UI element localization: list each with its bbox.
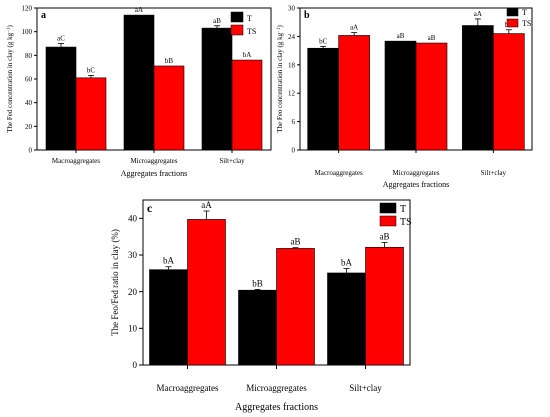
panel-a-x-tick-label: Macroaggregates (52, 157, 100, 165)
panel-a-bar-ts-macroaggregates (75, 77, 107, 151)
panel-a-significance-label: aA (135, 6, 143, 14)
panel-c-y-tick-label: 40 (128, 213, 138, 223)
panel-c-significance-label: bA (341, 258, 353, 268)
panel-c-legend-label-t: T (400, 204, 406, 215)
panel-b-panel-letter: b (304, 10, 310, 21)
panel-b-significance-label: aA (474, 10, 482, 18)
panel-a-legend-swatch-ts (230, 24, 244, 36)
panel-a-significance-label: aC (57, 35, 65, 43)
panel-c-panel-letter: c (147, 201, 153, 215)
panel-b-y-tick-label: 24 (288, 33, 296, 41)
panel-c-bar-t-siltclay (327, 272, 366, 366)
panel-b-legend-swatch-ts (506, 18, 519, 28)
panel-b-feo-chart: 0 6 12 18 24 30 Macroaggregates bC aA Microaggreg… (276, 4, 533, 189)
panel-a-y-tick-label: 120 (22, 4, 33, 12)
panel-a-significance-label: aB (213, 17, 221, 25)
panel-a-panel-letter: a (41, 10, 46, 21)
panel-c-ratio-chart: 0 10 20 30 40 Macroaggregates bA aA Microaggrega… (110, 199, 412, 413)
panel-c-significance-label: bA (163, 256, 175, 266)
panel-c-x-tick-label: Microaggregates (246, 383, 307, 393)
panel-b-bar-ts-macroaggregates (338, 35, 370, 151)
panel-c-bar-t-microaggregates (238, 289, 277, 366)
panel-a-significance-label: bA (243, 51, 252, 59)
panel-a-y-tick-label: 60 (25, 75, 33, 83)
panel-a-bar-ts-siltclay (231, 59, 263, 151)
panel-b-y-tick-label: 30 (288, 4, 296, 12)
panel-c-y-tick-label: 30 (128, 250, 138, 260)
panel-b-x-axis-title: Aggregates fractions (383, 180, 449, 189)
panel-a-legend-label-ts: TS (247, 27, 256, 36)
panel-b-legend-label-t: T (522, 8, 527, 17)
panel-c-bar-ts-siltclay (365, 247, 404, 366)
panel-b-bar-t-microaggregates (384, 40, 417, 151)
panel-a-y-axis-title: The Fed concentration in clay (g kg−1) (6, 25, 14, 133)
panel-c-significance-label: aB (380, 232, 390, 242)
panel-b-y-tick-label: 6 (292, 118, 296, 126)
panel-c-significance-label: aA (201, 200, 212, 210)
panel-a-legend-swatch-t (230, 11, 244, 23)
panel-b-x-tick-label: Silt+clay (481, 169, 507, 177)
panel-c-y-tick-label: 20 (128, 287, 138, 297)
panel-b-legend-swatch-t (506, 7, 519, 17)
panel-a-significance-label: bC (87, 66, 96, 74)
panel-b-bar-t-siltclay (462, 25, 494, 151)
panel-b-significance-label: aB (428, 34, 436, 42)
panel-c-bar-ts-microaggregates (276, 248, 315, 366)
panel-c-x-tick-label: Macroaggregates (157, 383, 219, 393)
panel-b-x-tick-label: Microaggregates (392, 169, 439, 177)
panel-a-y-tick-label: 0 (29, 146, 33, 154)
panel-c-legend-swatch-ts (379, 215, 397, 227)
panel-a-y-tick-label: 80 (25, 52, 33, 60)
panel-c-bar-t-macroaggregates (149, 269, 188, 366)
panel-a-bar-t-microaggregates (123, 14, 155, 151)
panel-c-legend-swatch-t (379, 202, 397, 214)
panel-c-legend-label-ts: TS (400, 217, 412, 228)
panel-a-y-tick-label: 20 (25, 123, 33, 131)
panel-a-legend-label-t: T (247, 14, 252, 23)
panel-c-bar-ts-macroaggregates (187, 219, 226, 366)
panel-b-legend-label-ts: TS (522, 19, 531, 28)
panel-a-bar-t-macroaggregates (45, 46, 77, 151)
panel-b-x-tick-label: Macroaggregates (315, 169, 363, 177)
panel-c-x-tick-label: Silt+clay (349, 383, 382, 393)
panel-a-x-tick-label: Silt+clay (219, 157, 245, 165)
panel-a-x-axis-title: Aggregates fractions (121, 169, 187, 178)
panel-b-significance-label: bC (319, 37, 328, 45)
panel-b-y-tick-label: 18 (288, 61, 296, 69)
panel-b-bar-ts-microaggregates (415, 42, 448, 151)
panel-b-bar-t-macroaggregates (307, 47, 339, 151)
panel-a-bar-t-siltclay (201, 27, 233, 151)
panel-c-significance-label: aB (291, 237, 301, 247)
panel-a-x-tick-label: Microaggregates (130, 157, 177, 165)
panel-b-bar-ts-siltclay (493, 33, 525, 151)
panel-c-significance-label: bB (252, 278, 263, 288)
panel-b-y-axis-title: The Feo concentration in clay (g kg−1) (276, 25, 284, 133)
panel-b-significance-label: aB (397, 32, 405, 40)
panel-a-bar-ts-microaggregates (153, 65, 185, 151)
panel-a-significance-label: bB (165, 57, 174, 65)
panel-c-x-axis-title: Aggregates fractions (235, 402, 318, 413)
panel-b-y-tick-label: 0 (292, 146, 296, 154)
panel-c-y-axis-title: The Feo/Fed ratio in clay (%) (110, 229, 120, 336)
panel-a-fed-chart: 0 20 40 60 80 100 120 Macroaggregates aC bC Microa… (6, 4, 272, 178)
panel-b-y-tick-label: 12 (288, 90, 296, 98)
panel-a-y-tick-label: 40 (25, 99, 33, 107)
panel-c-y-tick-label: 0 (133, 360, 138, 370)
panel-b-significance-label: aA (350, 24, 358, 32)
panel-c-y-tick-label: 10 (128, 323, 138, 333)
panel-a-y-tick-label: 100 (22, 28, 33, 36)
